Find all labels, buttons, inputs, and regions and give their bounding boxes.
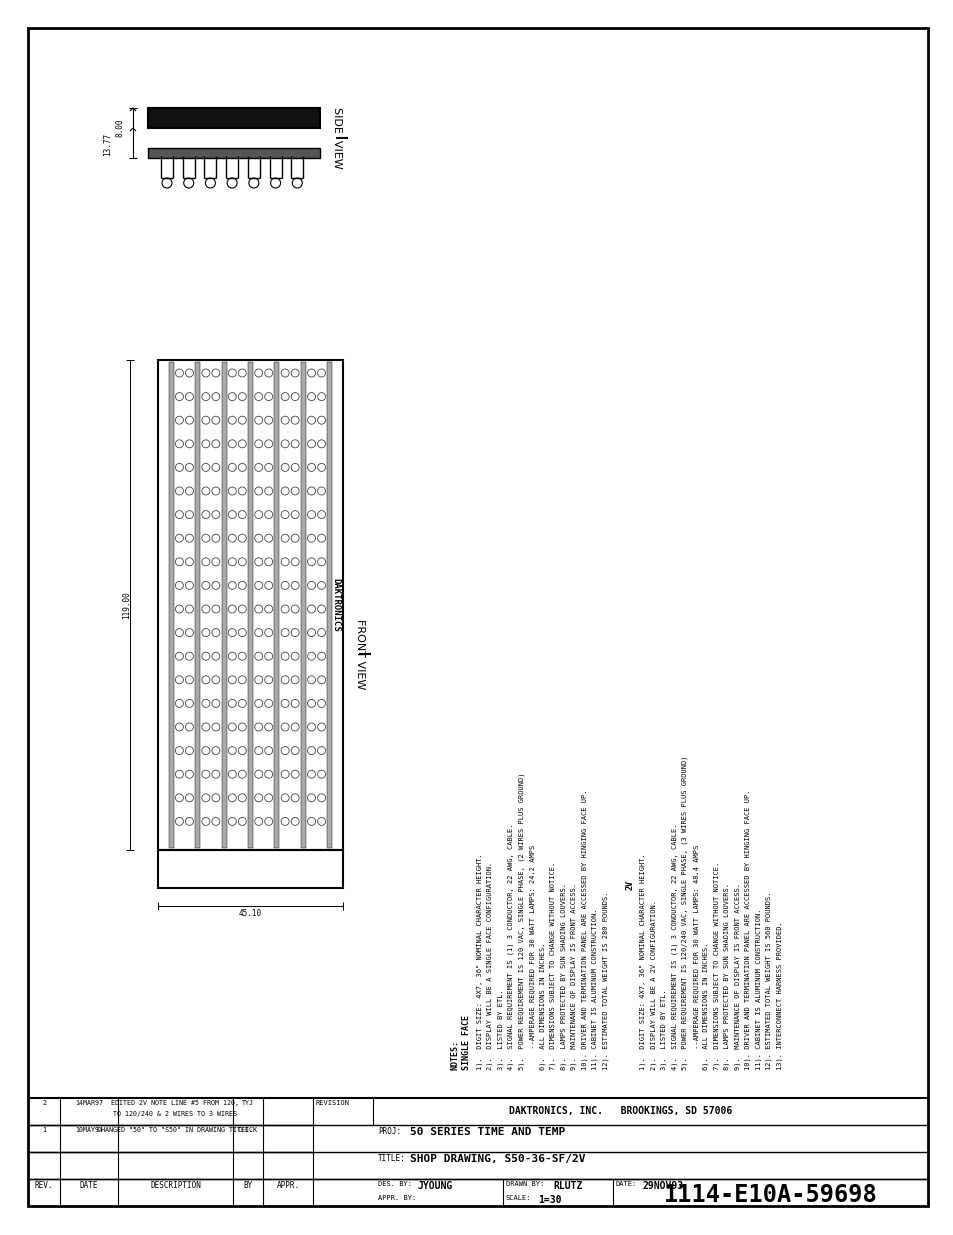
Text: 10). DRIVER AND TERMINATION PANEL ARE ACCESSED BY HINGING FACE UP.: 10). DRIVER AND TERMINATION PANEL ARE AC…: [581, 789, 587, 1070]
Text: TITLE:: TITLE:: [377, 1153, 405, 1163]
Text: 45.10: 45.10: [238, 909, 262, 918]
Text: EDITED 2V NOTE LINE #5 FROM 120,: EDITED 2V NOTE LINE #5 FROM 120,: [112, 1100, 239, 1107]
Text: 8).  LAMPS PROTECTED BY SUN SHADING LOUVERS.: 8). LAMPS PROTECTED BY SUN SHADING LOUVE…: [723, 883, 730, 1070]
Text: SHOP DRAWING, S50-36-SF/2V: SHOP DRAWING, S50-36-SF/2V: [410, 1153, 585, 1165]
Text: 12). ESTIMATED TOTAL WEIGHT IS 280 POUNDS.: 12). ESTIMATED TOTAL WEIGHT IS 280 POUND…: [602, 892, 608, 1070]
Text: 3).  LISTED BY ETL.: 3). LISTED BY ETL.: [497, 989, 503, 1070]
Text: 4).  SIGNAL REQUIREMENT IS (1) 3 CONDUCTOR, 22 AWG, CABLE.: 4). SIGNAL REQUIREMENT IS (1) 3 CONDUCTO…: [671, 824, 678, 1070]
Text: 1: 1: [42, 1128, 46, 1132]
Text: 2).  DISPLAY WILL BE A SINGLE FACE CONFIGURATION.: 2). DISPLAY WILL BE A SINGLE FACE CONFIG…: [486, 862, 493, 1070]
Text: APPR.: APPR.: [276, 1181, 299, 1191]
Text: REV.: REV.: [34, 1181, 53, 1191]
Text: 2: 2: [42, 1100, 46, 1107]
Bar: [248, 362, 253, 848]
Text: DES. BY:: DES. BY:: [377, 1181, 412, 1187]
Text: SCALE:: SCALE:: [505, 1195, 531, 1200]
Text: 9).  MAINTENANCE OF DISPLAY IS FRONT ACCESS.: 9). MAINTENANCE OF DISPLAY IS FRONT ACCE…: [571, 883, 577, 1070]
Bar: [300, 362, 306, 848]
Bar: [274, 362, 279, 848]
Text: DATE: DATE: [80, 1181, 98, 1191]
Text: 50 SERIES TIME AND TEMP: 50 SERIES TIME AND TEMP: [410, 1128, 565, 1137]
Text: CFICK: CFICK: [237, 1128, 257, 1132]
Text: 119.00: 119.00: [122, 592, 132, 619]
Bar: [195, 362, 200, 848]
Text: CHANGED "50" TO "S50" IN DRAWING TITLE.: CHANGED "50" TO "S50" IN DRAWING TITLE.: [97, 1128, 253, 1132]
Text: 4).  SIGNAL REQUIREMENT IS (1) 3 CONDUCTOR, 22 AWG, CABLE.: 4). SIGNAL REQUIREMENT IS (1) 3 CONDUCTO…: [507, 824, 514, 1070]
Bar: [158, 850, 343, 888]
Text: 8).  LAMPS PROTECTED BY SUN SHADING LOUVERS.: 8). LAMPS PROTECTED BY SUN SHADING LOUVE…: [560, 883, 566, 1070]
Bar: [327, 362, 332, 848]
Text: 5).  POWER REQUIREMENT IS 120/240 VAC, SINGLE PHASE, (3 WIRES PLUS GROUND): 5). POWER REQUIREMENT IS 120/240 VAC, SI…: [681, 756, 688, 1070]
Text: 9).  MAINTENANCE OF DISPLAY IS FRONT ACCESS.: 9). MAINTENANCE OF DISPLAY IS FRONT ACCE…: [734, 883, 740, 1070]
Text: DATE:: DATE:: [616, 1181, 637, 1187]
Text: 7).  DIMENSIONS SUBJECT TO CHANGE WITHOUT NOTICE.: 7). DIMENSIONS SUBJECT TO CHANGE WITHOUT…: [713, 862, 720, 1070]
Text: --AMPERAGE REQUIRED FOR 30 WATT LAMPS: 24.2 AMPS: --AMPERAGE REQUIRED FOR 30 WATT LAMPS: 2…: [529, 845, 535, 1070]
Text: BY: BY: [243, 1181, 253, 1191]
Text: DRAWN BY:: DRAWN BY:: [505, 1181, 543, 1187]
Text: 10MAY94: 10MAY94: [75, 1128, 103, 1132]
Bar: [148, 148, 319, 158]
Text: 2V: 2V: [625, 881, 634, 890]
Text: 10). DRIVER AND TERMINATION PANEL ARE ACCESSED BY HINGING FACE UP.: 10). DRIVER AND TERMINATION PANEL ARE AC…: [744, 789, 751, 1070]
Text: 13). INTERCONNECT HARNESS PROVIDED.: 13). INTERCONNECT HARNESS PROVIDED.: [776, 921, 782, 1070]
Text: 5).  POWER REQUIREMENT IS 120 VAC, SINGLE PHASE, (2 WIRES PLUS GROUND): 5). POWER REQUIREMENT IS 120 VAC, SINGLE…: [518, 773, 524, 1070]
Text: 6).  ALL DIMENSIONS IN INCHES.: 6). ALL DIMENSIONS IN INCHES.: [539, 942, 545, 1070]
Text: 8.00: 8.00: [115, 119, 125, 137]
Text: 1114-E10A-59698: 1114-E10A-59698: [663, 1183, 877, 1207]
Text: JYOUNG: JYOUNG: [417, 1181, 453, 1191]
Text: NOTES:: NOTES:: [451, 1040, 459, 1070]
Text: DAKTRONICS, INC.   BROOKINGS, SD 57006: DAKTRONICS, INC. BROOKINGS, SD 57006: [508, 1107, 731, 1116]
Text: RLUTZ: RLUTZ: [553, 1181, 581, 1191]
Text: APPR. BY:: APPR. BY:: [377, 1195, 416, 1200]
Text: 11). CABINET IS ALUMINUM CONSTRUCTION.: 11). CABINET IS ALUMINUM CONSTRUCTION.: [592, 909, 598, 1070]
Text: 3).  LISTED BY ETL.: 3). LISTED BY ETL.: [660, 989, 667, 1070]
Text: 1).  DIGIT SIZE: 4X7, 36" NOMINAL CHARACTER HEIGHT.: 1). DIGIT SIZE: 4X7, 36" NOMINAL CHARACT…: [476, 853, 482, 1070]
Text: 12). ESTIMATED TOTAL WEIGHT IS 560 POUNDS.: 12). ESTIMATED TOTAL WEIGHT IS 560 POUND…: [765, 892, 772, 1070]
Text: DAKTRONICS: DAKTRONICS: [331, 578, 340, 632]
Text: PROJ:: PROJ:: [377, 1128, 400, 1136]
Bar: [158, 359, 343, 850]
Text: 14MAR97: 14MAR97: [75, 1100, 103, 1107]
Text: DESCRIPTION: DESCRIPTION: [150, 1181, 201, 1191]
Text: TYJ: TYJ: [242, 1100, 253, 1107]
Text: SIDE  VIEW: SIDE VIEW: [332, 107, 341, 169]
Bar: [148, 107, 319, 128]
Bar: [169, 362, 173, 848]
Text: 29NOV93: 29NOV93: [642, 1181, 683, 1191]
Text: SINGLE FACE: SINGLE FACE: [461, 1015, 471, 1070]
Text: 1).  DIGIT SIZE: 4X7, 36" NOMINAL CHARACTER HEIGHT.: 1). DIGIT SIZE: 4X7, 36" NOMINAL CHARACT…: [639, 853, 646, 1070]
Text: 2).  DISPLAY WILL BE A 2V CONFIGURATION.: 2). DISPLAY WILL BE A 2V CONFIGURATION.: [650, 900, 657, 1070]
Text: 1=30: 1=30: [537, 1195, 561, 1205]
Text: REVISION: REVISION: [315, 1100, 350, 1107]
Text: TO 120/240 & 2 WIRES TO 3 WIRES: TO 120/240 & 2 WIRES TO 3 WIRES: [113, 1112, 237, 1116]
Bar: [221, 362, 226, 848]
Text: 7).  DIMENSIONS SUBJECT TO CHANGE WITHOUT NOTICE.: 7). DIMENSIONS SUBJECT TO CHANGE WITHOUT…: [550, 862, 556, 1070]
Text: 6).  ALL DIMENSIONS IN INCHES.: 6). ALL DIMENSIONS IN INCHES.: [702, 942, 709, 1070]
Text: FRONT VIEW: FRONT VIEW: [355, 619, 365, 689]
Text: --AMPERAGE REQUIRED FOR 30 WATT LAMPS: 48.4 AMPS: --AMPERAGE REQUIRED FOR 30 WATT LAMPS: 4…: [692, 845, 699, 1070]
Text: 13.77: 13.77: [103, 133, 112, 156]
Text: 11). CABINET IS ALUMINUM CONSTRUCTION.: 11). CABINET IS ALUMINUM CONSTRUCTION.: [755, 909, 761, 1070]
